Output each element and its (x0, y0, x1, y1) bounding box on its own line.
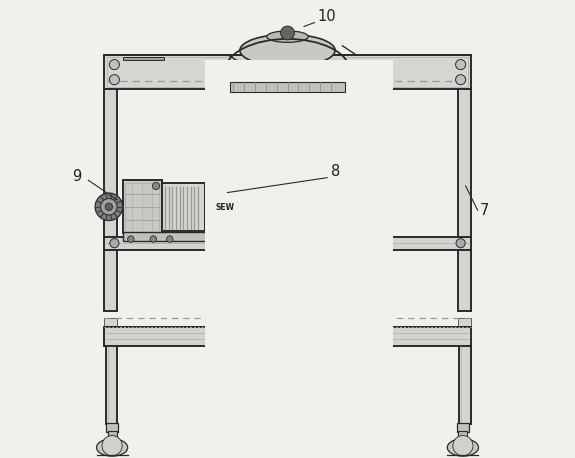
Ellipse shape (240, 34, 335, 66)
Circle shape (109, 60, 120, 70)
Circle shape (236, 185, 243, 192)
Bar (457, 423, 469, 432)
Bar (106, 57, 469, 87)
Circle shape (109, 75, 120, 85)
Circle shape (95, 193, 122, 220)
Bar (458, 250, 471, 311)
Circle shape (455, 60, 466, 70)
Bar (104, 318, 117, 327)
Text: 10: 10 (317, 9, 336, 24)
Bar (108, 431, 117, 437)
Bar (228, 57, 347, 85)
Circle shape (110, 239, 119, 248)
Circle shape (101, 198, 117, 215)
Bar (230, 82, 345, 92)
Circle shape (105, 203, 113, 210)
Bar (458, 431, 467, 437)
Bar (205, 60, 393, 440)
Bar (122, 180, 162, 233)
Bar (122, 232, 217, 241)
Circle shape (456, 239, 465, 248)
Bar (106, 346, 117, 424)
Ellipse shape (97, 439, 128, 456)
Bar (104, 55, 471, 89)
Bar (104, 237, 471, 250)
Bar (458, 318, 471, 327)
Circle shape (281, 26, 294, 40)
Text: 7: 7 (480, 203, 489, 218)
Circle shape (167, 236, 173, 242)
Ellipse shape (228, 57, 347, 112)
Bar (162, 183, 205, 231)
Bar (458, 89, 471, 237)
Circle shape (152, 182, 160, 190)
Circle shape (206, 185, 213, 192)
Circle shape (150, 236, 156, 242)
Circle shape (236, 221, 243, 227)
Bar (104, 89, 117, 237)
Circle shape (453, 436, 473, 456)
Bar (104, 327, 471, 346)
Bar (459, 346, 471, 424)
Text: 8: 8 (331, 164, 340, 180)
Text: 9: 9 (72, 169, 82, 184)
Ellipse shape (267, 31, 308, 43)
Bar (125, 183, 159, 231)
Bar (205, 184, 244, 229)
Circle shape (102, 436, 122, 456)
Text: SEW: SEW (215, 203, 234, 212)
Circle shape (128, 236, 134, 242)
Polygon shape (244, 188, 255, 225)
Circle shape (206, 221, 213, 227)
Bar (104, 250, 117, 311)
Bar (106, 423, 118, 432)
Ellipse shape (447, 439, 478, 456)
Bar (122, 57, 164, 60)
Bar (210, 196, 239, 219)
Circle shape (455, 75, 466, 85)
